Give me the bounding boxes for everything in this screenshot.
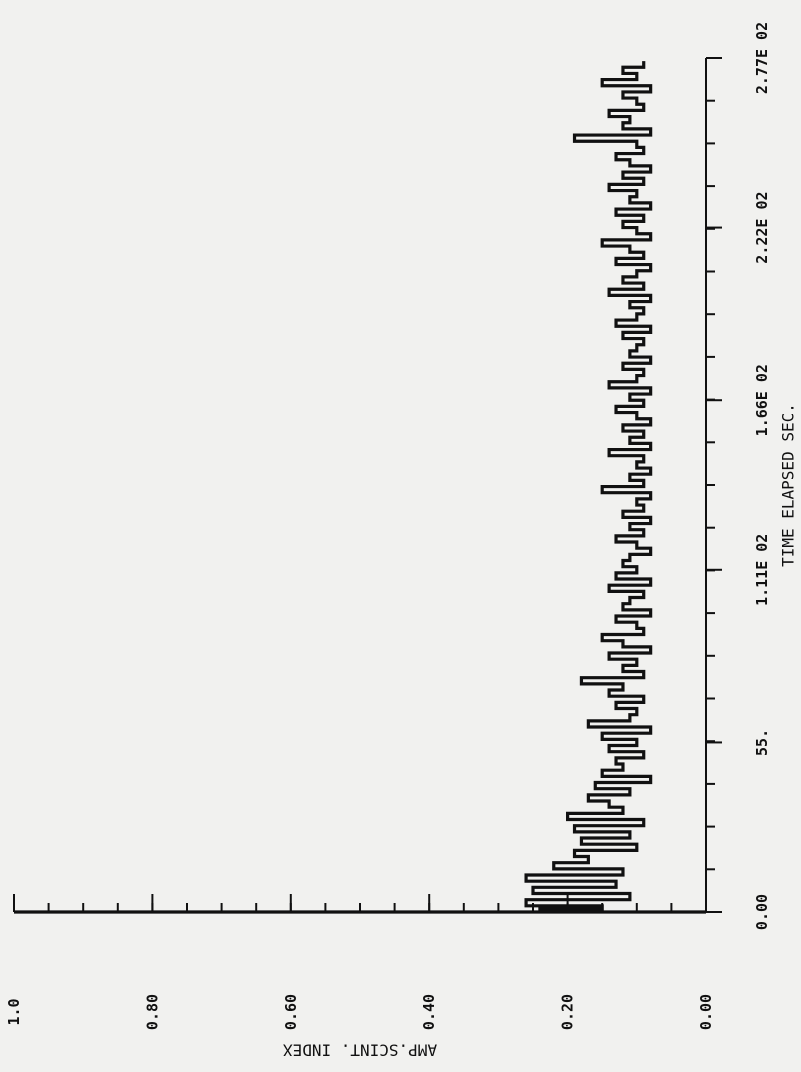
series-line — [14, 61, 706, 914]
x-tick-label: 55. — [753, 729, 771, 756]
x-tick-label: 1.11E 02 — [753, 534, 771, 606]
y-tick-label: 0.80 — [143, 994, 161, 1030]
y-tick-label: 0.20 — [559, 994, 577, 1030]
x-axis-title: TIME ELAPSED SEC. — [779, 403, 798, 567]
x-tick-label: 0.00 — [753, 894, 771, 930]
y-tick-label: 0.40 — [420, 994, 438, 1030]
y-tick-label: 0.60 — [282, 994, 300, 1030]
x-ticks: 0.00 55. 1.11E 02 1.66E 02 2.22E 02 2.77E 02 — [706, 22, 771, 930]
y-ticks: 0.00 0.20 0.40 0.60 0.80 1.0 — [5, 894, 715, 1030]
y-tick-label: 0.00 — [697, 994, 715, 1030]
x-minor-ticks — [706, 57, 715, 913]
x-tick-label: 1.66E 02 — [753, 364, 771, 436]
y-axis-title: AMP.SCINT. INDEX — [283, 1041, 437, 1060]
y-tick-label: 1.0 — [5, 998, 23, 1025]
x-tick-label: 2.22E 02 — [753, 191, 771, 263]
x-tick-label: 2.77E 02 — [753, 22, 771, 94]
